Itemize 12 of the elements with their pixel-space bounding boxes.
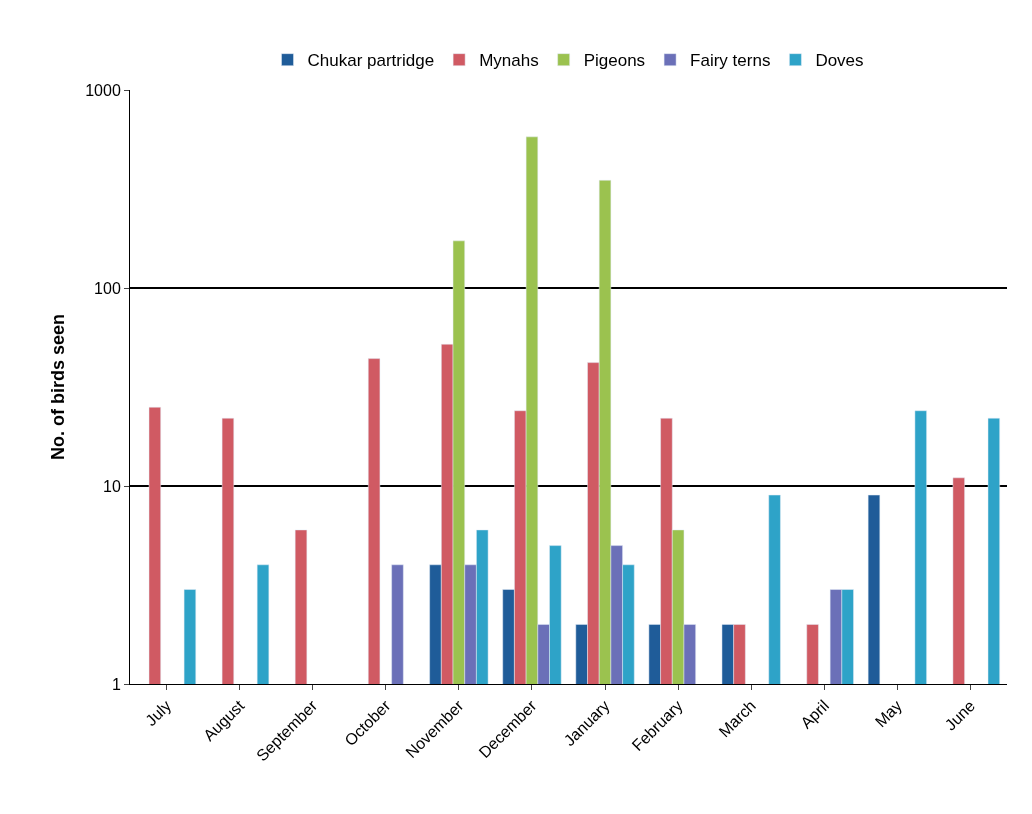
x-tick-label: May — [871, 696, 906, 731]
y-axis-title: No. of birds seen — [48, 313, 69, 461]
y-tick-label: 10 — [103, 477, 121, 495]
legend-label: Doves — [815, 51, 864, 71]
legend-label: Pigeons — [583, 51, 646, 71]
y-tick-label: 1 — [111, 675, 121, 693]
legend-label: Mynahs — [479, 51, 539, 71]
x-tick-label: July — [142, 696, 175, 730]
legend-label: Chukar partridge — [307, 51, 435, 71]
legend-label: Fairy terns — [690, 51, 771, 71]
y-tick-label: 100 — [94, 279, 121, 297]
y-tick-label: 1000 — [85, 81, 121, 99]
